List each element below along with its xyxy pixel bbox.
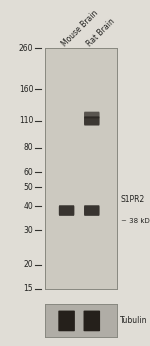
Text: ~ 38 kDa: ~ 38 kDa <box>121 218 150 224</box>
Text: 40: 40 <box>24 202 33 211</box>
FancyBboxPatch shape <box>84 205 100 216</box>
Text: 260: 260 <box>19 44 33 53</box>
Text: 60: 60 <box>24 167 33 176</box>
FancyBboxPatch shape <box>84 116 100 126</box>
Text: Mouse Brain: Mouse Brain <box>60 9 100 48</box>
Text: 15: 15 <box>24 284 33 293</box>
Text: S1PR2: S1PR2 <box>121 195 145 204</box>
Text: 110: 110 <box>19 117 33 126</box>
Text: 50: 50 <box>24 183 33 192</box>
Text: 80: 80 <box>24 143 33 152</box>
Text: 160: 160 <box>19 85 33 94</box>
Text: 30: 30 <box>24 226 33 235</box>
Text: Tubulin: Tubulin <box>120 316 148 326</box>
Text: 20: 20 <box>24 260 33 269</box>
FancyBboxPatch shape <box>58 311 75 331</box>
FancyBboxPatch shape <box>84 311 100 331</box>
Text: Rat Brain: Rat Brain <box>85 17 117 48</box>
FancyBboxPatch shape <box>84 112 100 118</box>
FancyBboxPatch shape <box>59 205 74 216</box>
